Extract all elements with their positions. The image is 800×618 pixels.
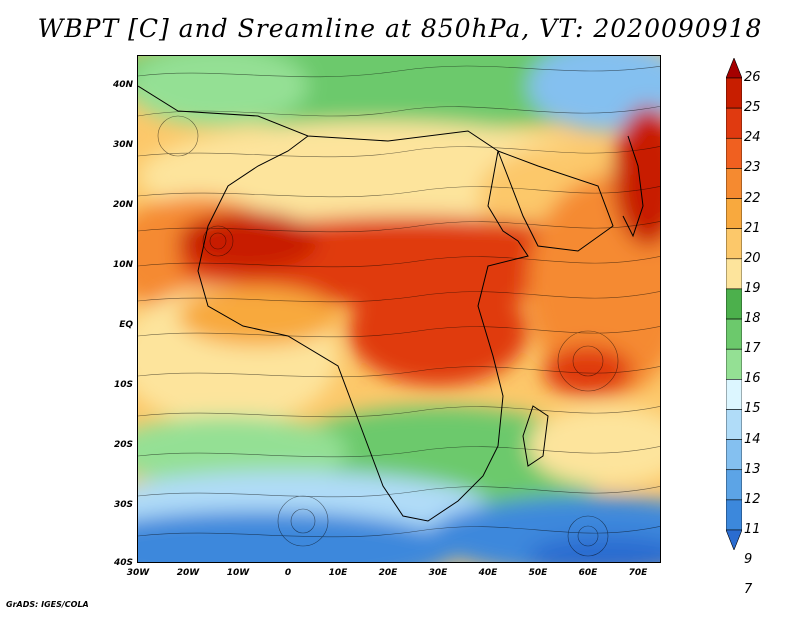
wbpt-south-atlantic-green [138,416,348,486]
lat-label: 30N [112,140,133,150]
lat-label: 10S [113,380,133,390]
colorbar-label: 12 [744,491,761,507]
colorbar-segment [726,469,742,501]
colorbar-segment [726,107,742,139]
wbpt-northwest-light [138,56,308,126]
colorbar-segment [726,168,742,199]
wbpt-central-africa-red [348,276,528,386]
lat-label: EQ [119,320,133,330]
lon-label: 40E [478,568,498,578]
lat-label: 10N [112,260,133,270]
colorbar-label: 13 [744,461,761,477]
lon-label: 70E [628,568,648,578]
colorbar-label: 18 [744,311,761,327]
map-graphic [138,56,660,562]
colorbar [726,58,742,550]
colorbar-label: 24 [744,130,761,146]
lon-label: 30W [126,568,150,578]
wbpt-guinea-orange [178,286,338,346]
colorbar-label: 23 [744,160,761,176]
lon-label: 50E [528,568,548,578]
wbpt-india-red [613,106,660,246]
wbpt-westafrica-red [178,211,318,271]
colorbar-label: 16 [744,371,761,387]
colorbar-segment [726,198,742,229]
colorbar-segment [726,228,742,260]
colorbar-label: 22 [744,190,761,206]
lon-label: 20E [378,568,398,578]
colorbar-label: 19 [744,280,761,296]
colorbar-segment [726,439,742,471]
colorbar-segment [726,318,742,350]
lon-label: 10E [328,568,348,578]
colorbar-bottom-arrow [726,529,742,550]
wbpt-southern-indian-yellow [528,406,660,486]
wbpt-indian-ocean-vortex [543,346,633,396]
map-panel [137,55,661,563]
colorbar-label: 21 [744,220,761,236]
chart-title: WBPT [C] and Sreamline at 850hPa, VT: 20… [37,14,763,43]
coastlines [138,85,644,522]
lat-label: 20S [113,440,133,450]
colorbar-label: 9 [744,552,753,568]
lat-label: 20N [112,200,133,210]
wbpt-south-atlantic-blue [138,511,458,562]
colorbar-segment [726,348,742,380]
wbpt-south-cold-core [528,536,660,562]
colorbar-label: 7 [744,582,753,598]
colorbar-segment [726,409,742,440]
colorbar-label: 17 [744,341,761,357]
colorbar-label: 20 [744,250,761,266]
colorbar-label: 15 [744,401,761,417]
lon-label: 30E [428,568,448,578]
colorbar-segment [726,379,742,410]
colorbar-segment [726,77,742,109]
lat-label: 40S [113,558,133,568]
colorbar-segment [726,137,742,169]
colorbar-label: 11 [744,522,761,537]
colorbar-segment [726,258,742,290]
colorbar-segment [726,499,742,531]
credit-text: GrADS: IGES/COLA [6,600,89,609]
colorbar-label: 26 [744,70,761,85]
lon-label: 20W [176,568,200,578]
lat-label: 30S [113,500,133,510]
wbpt-field [138,56,660,562]
colorbar-label: 14 [744,431,761,447]
colorbar-top-arrow [726,58,742,79]
lon-label: 60E [578,568,598,578]
colorbar-segment [726,288,742,320]
lat-label: 40N [112,80,133,90]
lon-label: 10W [226,568,250,578]
colorbar-label: 25 [744,100,761,116]
lon-label: 0 [284,568,292,578]
